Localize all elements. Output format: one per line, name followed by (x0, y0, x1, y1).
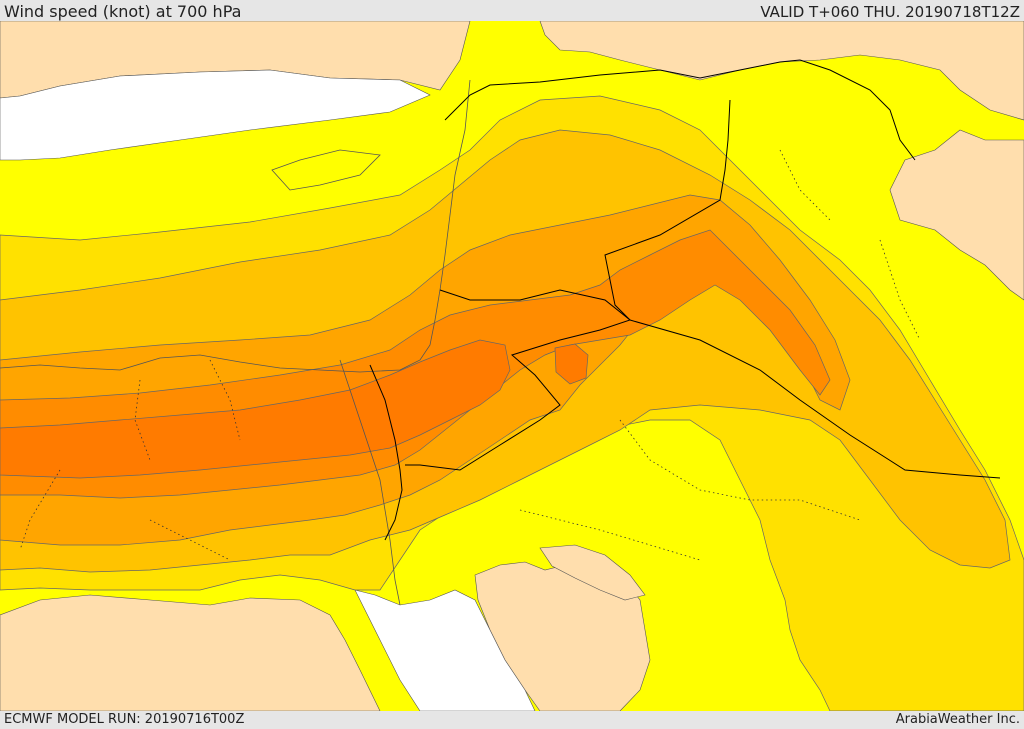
credit-label: ArabiaWeather Inc. (895, 712, 1020, 727)
internal-boundaries (19, 149, 921, 561)
land-iran (889, 129, 1024, 301)
land-egypt-sw (0, 594, 381, 711)
wind-band-6-east (554, 343, 589, 385)
model-run-label: ECMWF MODEL RUN: 20190716T00Z (4, 712, 245, 727)
levant-coast (0, 79, 471, 373)
aegean-sea (0, 69, 431, 161)
land-arabia-ridge (539, 544, 646, 601)
header-bar: Wind speed (knot) at 700 hPa VALID T+060… (0, 0, 1024, 21)
border-iran-iraq (799, 59, 916, 161)
wind-band-6 (0, 339, 511, 479)
map-title: Wind speed (knot) at 700 hPa (4, 2, 242, 21)
footer-bar: ECMWF MODEL RUN: 20190716T00Z ArabiaWeat… (0, 711, 1024, 729)
weather-map (0, 21, 1024, 711)
border-syria-iraq (604, 99, 731, 321)
red-sea (354, 589, 536, 711)
sinai-outline (339, 359, 401, 606)
cyprus-outline (271, 149, 381, 191)
border-israel-egypt (369, 364, 403, 541)
wind-speed-map-svg (0, 21, 1024, 711)
border-jordan (405, 289, 632, 471)
land-north-east (539, 21, 1024, 121)
valid-time: VALID T+060 THU. 20190718T12Z (760, 3, 1020, 21)
border-turkey-syria (444, 59, 801, 121)
border-iraq-saudi (629, 319, 1001, 479)
